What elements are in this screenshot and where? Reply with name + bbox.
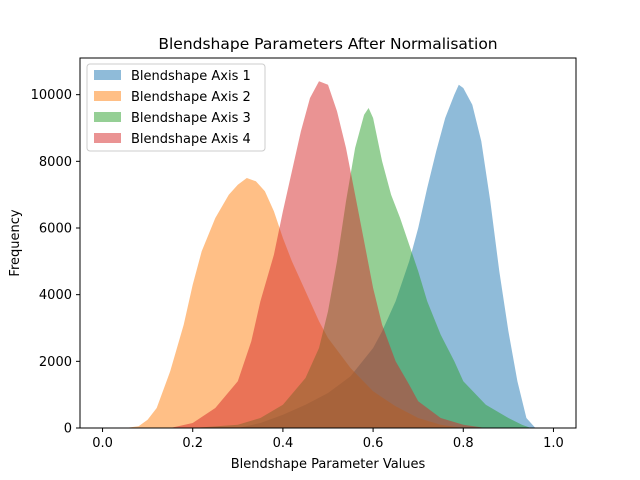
x-tick-label: 0.2	[182, 436, 203, 451]
plot-area	[125, 81, 536, 428]
x-tick-label: 0.4	[273, 436, 294, 451]
y-tick-label: 0	[64, 422, 72, 437]
legend-box	[86, 63, 266, 152]
legend-label: Blendshape Axis 4	[131, 132, 251, 147]
chart-title: Blendshape Parameters After Normalisatio…	[158, 35, 497, 53]
x-tick-label: 0.0	[92, 436, 113, 451]
x-tick-label: 0.6	[363, 436, 384, 451]
legend-swatch	[94, 112, 121, 122]
histogram-series-4	[170, 81, 486, 428]
legend-label: Blendshape Axis 2	[131, 90, 251, 105]
legend-label: Blendshape Axis 3	[131, 111, 251, 126]
legend-swatch	[94, 133, 121, 143]
y-tick-label: 4000	[39, 288, 72, 303]
y-tick-label: 6000	[39, 222, 72, 237]
y-tick-label: 10000	[31, 88, 72, 103]
legend: Blendshape Axis 1 Blendshape Axis 2 Blends…	[86, 63, 266, 152]
x-tick-label: 1.0	[543, 436, 564, 451]
y-tick-label: 2000	[39, 355, 72, 370]
histogram-series-1	[237, 84, 536, 428]
legend-swatch	[94, 91, 121, 101]
y-axis-label: Frequency	[8, 209, 23, 276]
plot-frame	[79, 57, 577, 429]
y-axis: 0 2000 4000 6000 8000 10000	[31, 88, 80, 437]
legend-swatch	[94, 70, 121, 80]
y-tick-label: 8000	[39, 155, 72, 170]
x-axis: 0.0 0.2 0.4 0.6 0.8 1.0	[92, 428, 564, 451]
x-axis-label: Blendshape Parameter Values	[231, 457, 426, 472]
x-tick-label: 0.8	[453, 436, 474, 451]
legend-label: Blendshape Axis 1	[131, 69, 251, 84]
